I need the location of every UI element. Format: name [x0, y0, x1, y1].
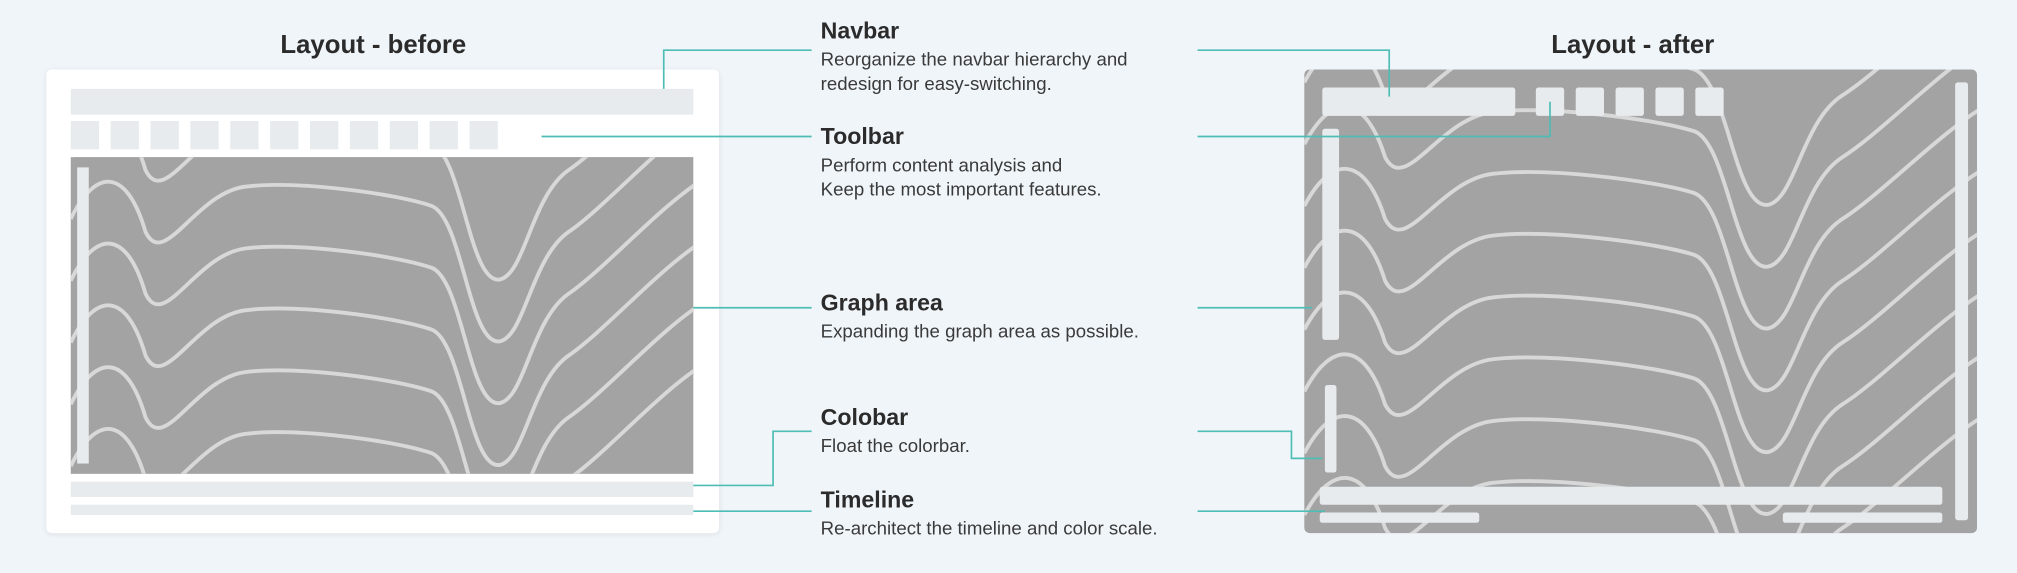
- before-toolbar-button: [469, 121, 498, 150]
- graph-wave-line: [1304, 170, 1978, 393]
- before-layout-card: [46, 69, 720, 534]
- before-colorbar: [77, 167, 89, 464]
- connector-colorbar-right: [1197, 430, 1323, 460]
- before-timeline: [70, 481, 694, 498]
- navbar-label-desc-line1: Reorganize the navbar hierarchy and: [820, 50, 1128, 71]
- before-color-scale: [70, 504, 694, 516]
- connector-navbar-left: [662, 49, 812, 89]
- after-toolbar-button: [1575, 87, 1605, 116]
- timeline-label-desc: Re-architect the timeline and color scal…: [820, 518, 1158, 540]
- before-title: Layout - before: [280, 30, 467, 60]
- graph-wave-line: [70, 307, 694, 474]
- before-toolbar-button: [190, 121, 219, 150]
- before-toolbar-button: [70, 121, 100, 150]
- colorbar-label-desc: Float the colorbar.: [820, 436, 970, 458]
- connector-colorbar-left: [693, 430, 812, 487]
- colorbar-label-title: Colobar: [820, 404, 909, 431]
- connector-navbar-right: [1197, 49, 1391, 97]
- graph-label-desc: Expanding the graph area as possible.: [820, 321, 1139, 343]
- after-color-scale-left: [1319, 512, 1480, 523]
- graph-wave-line: [1304, 108, 1978, 331]
- after-navbar: [1322, 87, 1516, 116]
- connector-toolbar-right: [1197, 101, 1551, 138]
- before-toolbar-button: [349, 121, 379, 150]
- before-graph-waves: [70, 157, 694, 474]
- after-toolbar-button: [1655, 87, 1684, 116]
- graph-wave-line: [1304, 356, 1978, 534]
- graph-wave-line: [1304, 69, 1953, 269]
- after-toolbar-button: [1695, 87, 1724, 116]
- after-floating-colorbar: [1324, 384, 1337, 473]
- timeline-label-title: Timeline: [820, 486, 915, 513]
- before-toolbar-button: [429, 121, 458, 150]
- toolbar-label-desc-line2: Keep the most important features.: [820, 180, 1102, 201]
- before-toolbar-button: [230, 121, 259, 150]
- graph-wave-line: [1304, 294, 1978, 516]
- after-color-scale-right: [1782, 512, 1943, 523]
- graph-wave-line: [70, 183, 694, 405]
- after-graph-waves: [1304, 69, 1978, 534]
- after-left-sidebar: [1322, 128, 1340, 340]
- after-toolbar-button: [1615, 87, 1644, 116]
- before-toolbar-button: [270, 121, 299, 150]
- navbar-label-desc-line2: redesign for easy-switching.: [820, 74, 1052, 96]
- graph-wave-line: [70, 368, 694, 474]
- toolbar-label-desc-line1: Perform content analysis and: [820, 155, 1063, 177]
- before-toolbar-button: [150, 121, 179, 150]
- graph-wave-line: [70, 157, 589, 282]
- graph-wave-line: [70, 245, 694, 467]
- after-right-scrollbar: [1955, 82, 1969, 521]
- graph-label-title: Graph area: [820, 289, 943, 316]
- before-toolbar-button: [389, 121, 419, 150]
- toolbar-label-title: Toolbar: [820, 123, 904, 150]
- graph-wave-line: [1304, 232, 1978, 454]
- graph-wave-line: [70, 157, 657, 344]
- after-title: Layout - after: [1551, 30, 1715, 60]
- after-timeline: [1319, 486, 1943, 505]
- before-navbar: [70, 88, 694, 115]
- after-layout-graph-area: [1304, 69, 1978, 534]
- before-toolbar-button: [309, 121, 339, 150]
- before-toolbar-button: [110, 121, 139, 150]
- before-graph-area: [70, 157, 694, 474]
- navbar-label-title: Navbar: [820, 18, 900, 44]
